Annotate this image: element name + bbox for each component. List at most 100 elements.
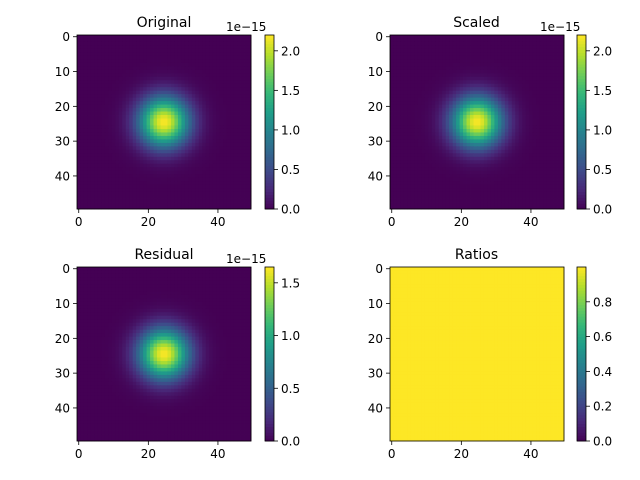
heatmap-cell (247, 73, 252, 78)
heatmap-cell (157, 160, 161, 165)
heatmap-cell (174, 73, 179, 78)
heatmap-cell (445, 125, 450, 130)
heatmap-cell (431, 198, 436, 203)
heatmap-cell (230, 125, 234, 130)
heatmap-cell (83, 62, 88, 67)
heatmap-cell (164, 128, 168, 133)
heatmap-cell (494, 115, 499, 119)
heatmap-cell (466, 73, 471, 78)
heatmap-cell (143, 83, 147, 88)
colorbar-segment (265, 43, 274, 48)
heatmap-cell (522, 195, 527, 199)
heatmap-cell (233, 125, 238, 130)
heatmap-cell (504, 76, 509, 81)
heatmap-cell (129, 202, 134, 206)
heatmap-cell (497, 174, 502, 179)
heatmap-cell (480, 62, 485, 67)
heatmap-cell (170, 52, 175, 57)
heatmap-cell (557, 62, 561, 67)
heatmap-cell (209, 80, 214, 85)
heatmap-cell (115, 94, 120, 99)
heatmap-cell (417, 69, 422, 74)
heatmap-cell (104, 177, 109, 182)
heatmap-cell (532, 188, 537, 192)
heatmap-cell (160, 104, 165, 109)
heatmap-cell (396, 177, 401, 182)
heatmap-cell (438, 111, 443, 116)
heatmap-cell (223, 97, 228, 102)
heatmap-cell (403, 139, 408, 144)
heatmap-cell (118, 118, 123, 123)
heatmap-cell (125, 52, 130, 57)
heatmap-cell (164, 52, 168, 57)
heatmap-cell (150, 174, 154, 179)
heatmap-cell (428, 45, 433, 50)
heatmap-cell (546, 55, 551, 60)
heatmap-cell (473, 59, 478, 64)
heatmap-cell (202, 41, 207, 46)
heatmap-cell (483, 125, 488, 130)
heatmap-cell (77, 146, 81, 151)
heatmap-cell (435, 59, 440, 64)
heatmap-cell (244, 69, 248, 74)
heatmap-cell (428, 87, 433, 92)
heatmap-cell (177, 160, 182, 165)
heatmap-cell (417, 66, 422, 71)
heatmap-cell (209, 198, 214, 203)
heatmap-cell (400, 90, 405, 95)
heatmap-cell (198, 118, 203, 123)
heatmap-cell (87, 135, 92, 140)
heatmap-cell (174, 167, 179, 172)
heatmap-cell (160, 69, 165, 74)
heatmap-cell (87, 195, 92, 199)
heatmap-cell (219, 87, 224, 92)
heatmap-cell (466, 125, 471, 130)
heatmap-cell (414, 80, 419, 85)
heatmap-cell (205, 45, 210, 50)
heatmap-cell (508, 170, 513, 175)
heatmap-cell (170, 184, 175, 189)
heatmap-cell (181, 52, 186, 57)
heatmap-cell (390, 111, 394, 116)
heatmap-cell (494, 38, 499, 43)
heatmap-cell (508, 198, 513, 203)
heatmap-cell (466, 83, 471, 88)
heatmap-cell (417, 38, 422, 43)
heatmap-cell (174, 59, 179, 64)
heatmap-cell (94, 205, 99, 210)
heatmap-cell (525, 170, 530, 175)
heatmap-cell (216, 205, 221, 210)
heatmap-cell (522, 156, 527, 161)
heatmap-cell (525, 177, 530, 182)
heatmap-cell (480, 174, 485, 179)
heatmap-cell (111, 174, 116, 179)
heatmap-cell (438, 163, 443, 168)
heatmap-cell (191, 142, 196, 147)
heatmap-cell (421, 90, 426, 95)
heatmap-cell (240, 48, 245, 53)
heatmap-cell (459, 139, 464, 144)
heatmap-cell (477, 73, 481, 78)
heatmap-cell (470, 118, 474, 123)
heatmap-cell (393, 153, 398, 158)
heatmap-cell (195, 97, 200, 102)
heatmap-cell (87, 139, 92, 144)
heatmap-cell (494, 111, 499, 116)
heatmap-cell (146, 195, 151, 199)
heatmap-cell (442, 132, 447, 137)
heatmap-cell (209, 142, 214, 147)
heatmap-cell (553, 163, 558, 168)
heatmap-cell (477, 122, 481, 126)
heatmap-cell (480, 170, 485, 175)
heatmap-cell (473, 80, 478, 85)
heatmap-cell (508, 177, 513, 182)
heatmap-cell (393, 184, 398, 189)
heatmap-cell (536, 62, 541, 67)
heatmap-cell (452, 125, 457, 130)
heatmap-cell (174, 52, 179, 57)
heatmap-cell (205, 142, 210, 147)
heatmap-cell (438, 73, 443, 78)
heatmap-cell (150, 146, 154, 151)
heatmap-cell (216, 62, 221, 67)
heatmap-cell (400, 97, 405, 102)
